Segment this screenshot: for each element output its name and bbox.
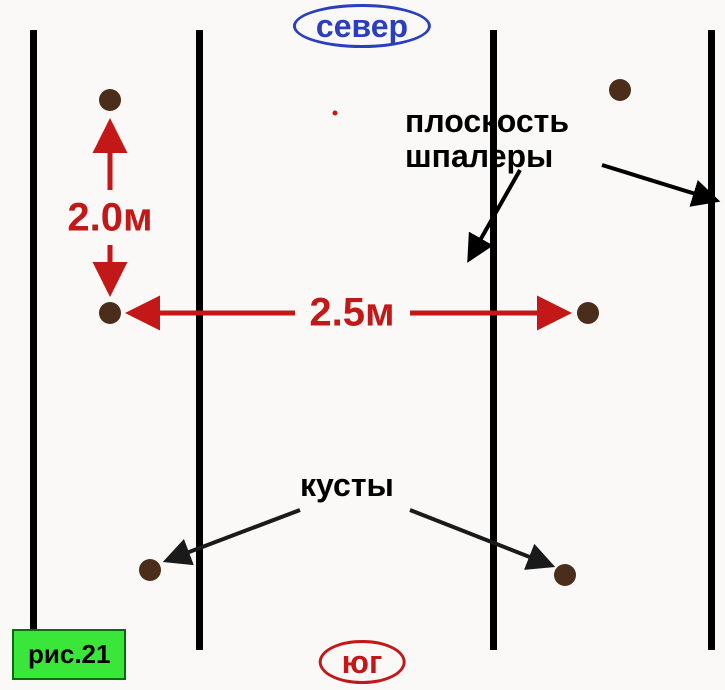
north-label: север (293, 4, 431, 48)
bush-dot (99, 89, 121, 111)
trellis-line (30, 30, 37, 650)
bush-dot (139, 559, 161, 581)
trellis-plane-label: плоскость шпалеры (405, 104, 569, 174)
stray-dot (333, 111, 338, 116)
bush-dot (609, 79, 631, 101)
bushes-label: кусты (300, 468, 394, 503)
bush-dot (554, 564, 576, 586)
row-spacing-label: 2.0м (65, 196, 154, 241)
bush-dot (577, 302, 599, 324)
diagram-canvas: север юг 2.0м 2.5м плоскость шпалеры кус… (0, 0, 725, 690)
south-label: юг (319, 640, 406, 684)
between-rows-label: 2.5м (305, 291, 398, 336)
trellis-line (708, 30, 715, 650)
bush-dot (99, 302, 121, 324)
figure-badge: рис.21 (12, 629, 126, 680)
trellis-line (196, 30, 203, 650)
